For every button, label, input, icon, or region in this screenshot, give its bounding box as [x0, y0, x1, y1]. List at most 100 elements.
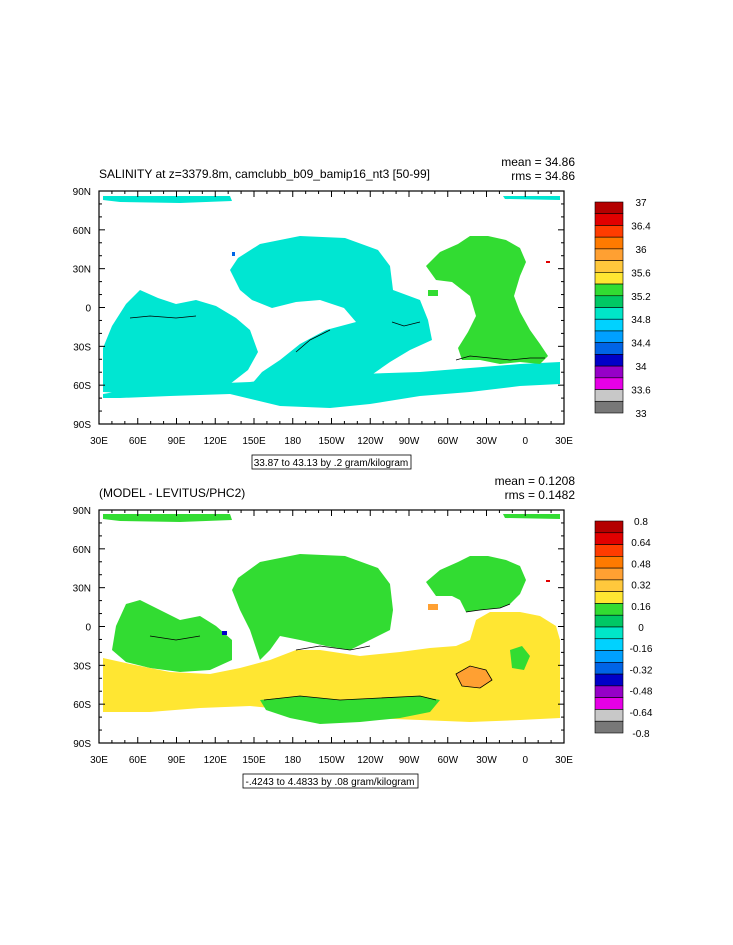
contour-info-text: 33.87 to 43.13 by .2 gram/kilogram [254, 458, 409, 469]
colorbar-swatch [594, 603, 624, 616]
colorbar-swatch [594, 272, 624, 285]
panel-title: (MODEL - LEVITUS/PHC2) [99, 486, 245, 500]
colorbar-swatch [594, 330, 624, 343]
colorbar-label: 35.6 [631, 268, 651, 279]
x-tick-label: 150E [242, 755, 266, 766]
colorbar-swatch [594, 213, 624, 226]
mean-label: mean = 34.86 [501, 155, 575, 169]
colorbar-label: -0.48 [630, 687, 653, 698]
map-field [103, 196, 560, 408]
colorbar-swatch [594, 295, 624, 308]
x-tick-label: 30E [90, 436, 108, 447]
x-tick-label: 150W [318, 755, 345, 766]
anomaly-field-arctic-east [503, 514, 560, 519]
anomaly-field-patch-orange [456, 666, 492, 688]
y-tick-label: 90S [73, 420, 91, 431]
y-tick-label: 60S [73, 381, 91, 392]
anomaly-field-atlantic [426, 556, 526, 612]
colorbar-swatch [594, 567, 624, 581]
x-tick-label: 30W [476, 436, 497, 447]
contour-info-box [251, 454, 412, 470]
colorbar: 37 36.4 36 35.6 35.2 34.8 34.4 34 33.6 33 [594, 198, 651, 420]
x-tick-label: 60W [437, 436, 458, 447]
y-axis-labels: 90N 60N 30N 0 30S 60S 90S [73, 506, 92, 750]
y-tick-label: 30S [73, 661, 91, 672]
colorbar-label: 33 [635, 409, 647, 420]
contour-line [295, 329, 331, 353]
y-tick-label: 90N [73, 506, 91, 517]
colorbar-swatch [594, 544, 624, 557]
ocean-field-atlantic-patch [428, 290, 438, 296]
colorbar-label: -0.8 [632, 729, 650, 740]
colorbar-label: 0.16 [631, 602, 651, 613]
contour-line [263, 695, 437, 701]
colorbar-swatch [594, 354, 624, 367]
data-speck [232, 252, 235, 256]
colorbar-label: 0.48 [631, 559, 651, 570]
colorbar-label: 36.4 [631, 221, 651, 232]
colorbar-swatch [594, 201, 624, 215]
colorbar-swatch [594, 389, 624, 402]
anomaly-field-pacific [232, 554, 393, 660]
colorbar-swatch [594, 283, 624, 297]
colorbar-label: 33.6 [631, 386, 651, 397]
ocean-field-southern [103, 362, 560, 408]
x-tick-label: 120E [204, 436, 228, 447]
colorbar-label: 0.64 [631, 538, 651, 549]
colorbar-swatch [594, 650, 624, 663]
x-tick-label: 60E [129, 755, 147, 766]
colorbar-swatch [594, 318, 624, 332]
colorbar-label: -0.64 [630, 708, 653, 719]
mean-label: mean = 0.1208 [495, 474, 576, 488]
x-tick-label: 0 [522, 755, 528, 766]
contour-line [465, 603, 511, 613]
contour-line [455, 665, 493, 689]
x-tick-label: 180 [284, 436, 301, 447]
colorbar-swatch [594, 532, 624, 545]
x-tick-label: 60W [437, 755, 458, 766]
colorbar-label: 37 [635, 198, 647, 209]
y-tick-label: 30N [73, 584, 91, 595]
x-tick-label: 90E [168, 436, 186, 447]
y-tick-label: 0 [85, 623, 91, 634]
colorbar-swatch [594, 662, 624, 675]
contour-line [129, 315, 197, 319]
colorbar-swatch [594, 520, 624, 534]
colorbar-label: 36 [635, 245, 647, 256]
colorbar-swatch [594, 556, 624, 569]
colorbar-swatch [594, 614, 624, 628]
colorbar-swatch [594, 307, 624, 320]
colorbar-swatch [594, 626, 624, 640]
colorbar-swatch [594, 685, 624, 698]
x-tick-label: 120E [204, 755, 228, 766]
y-tick-label: 90S [73, 739, 91, 750]
ocean-field-atlantic [426, 236, 548, 364]
contour-line [149, 635, 201, 641]
x-tick-label: 30E [555, 755, 573, 766]
anomaly-field-southern-yellow [103, 612, 560, 722]
data-speck [222, 631, 227, 635]
ocean-field-arctic [103, 196, 232, 203]
x-tick-label: 30E [90, 755, 108, 766]
x-tick-label: 60E [129, 436, 147, 447]
data-speck [546, 261, 550, 263]
x-tick-label: 0 [522, 436, 528, 447]
ocean-field-indian [103, 290, 258, 394]
colorbar-swatch [594, 697, 624, 710]
colorbar-swatch [594, 709, 624, 722]
y-tick-label: 60N [73, 226, 91, 237]
x-tick-label: 90W [399, 436, 420, 447]
x-tick-label: 180 [284, 755, 301, 766]
y-tick-label: 60S [73, 700, 91, 711]
colorbar-swatch [594, 591, 624, 604]
colorbar-swatch [594, 365, 624, 379]
colorbar-swatch [594, 720, 624, 734]
colorbar-swatch [594, 342, 624, 355]
panel-salinity: SALINITY at z=3379.8m, camclubb_b09_bami… [73, 155, 651, 470]
y-axis-labels: 90N 60N 30N 0 30S 60S 90S [73, 187, 92, 431]
colorbar-label: -0.32 [630, 665, 653, 676]
colorbar-label: 34.4 [631, 339, 651, 350]
colorbar-swatch [594, 377, 624, 390]
contour-info-text: -.4243 to 4.4833 by .08 gram/kilogram [246, 777, 415, 788]
colorbar-label: 0.32 [631, 581, 651, 592]
